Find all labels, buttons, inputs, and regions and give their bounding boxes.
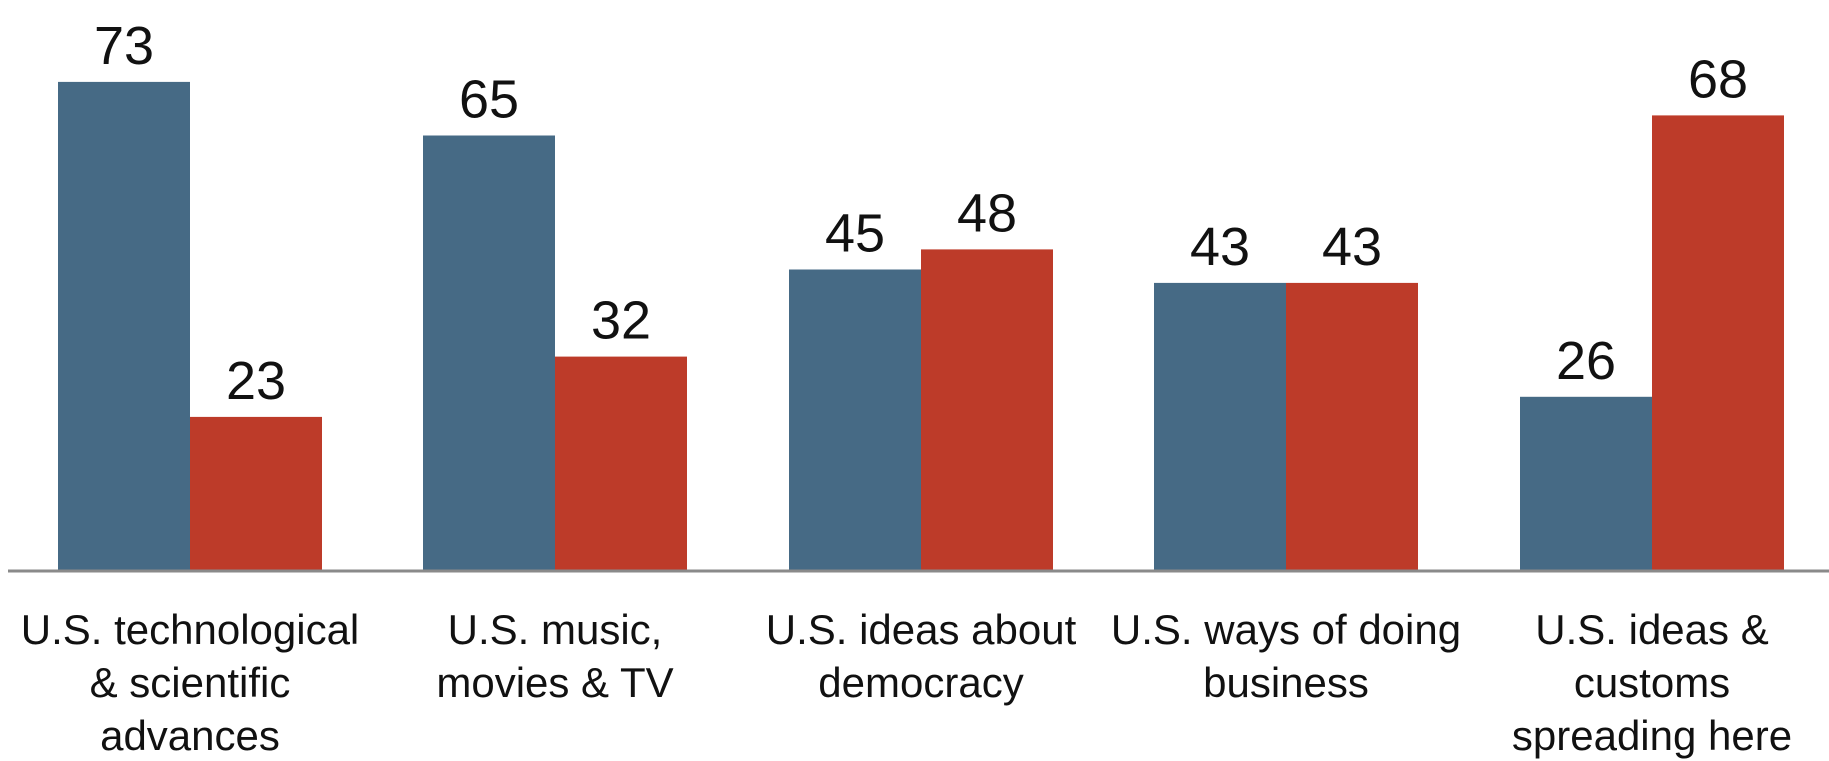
category-label-4: U.S. ideas & customs spreading here (1512, 606, 1792, 759)
value-label-blue-0: 73 (94, 16, 154, 76)
category-label-line: advances (100, 712, 280, 759)
bar-blue-2 (789, 269, 921, 571)
bar-blue-3 (1154, 282, 1286, 571)
category-label-1: U.S. music, movies & TV (436, 606, 673, 706)
value-labels-layer: 73 23 65 32 45 48 43 43 26 68 (94, 16, 1748, 411)
value-label-red-4: 68 (1688, 49, 1748, 109)
category-label-line: U.S. ways of doing (1111, 606, 1461, 653)
bar-red-0 (190, 416, 322, 571)
value-label-blue-1: 65 (459, 70, 519, 130)
bar-red-1 (555, 356, 687, 571)
category-label-line: movies & TV (436, 659, 673, 706)
category-label-line: business (1203, 659, 1369, 706)
value-label-blue-3: 43 (1190, 217, 1250, 277)
value-label-red-3: 43 (1322, 217, 1382, 277)
bar-red-4 (1652, 115, 1784, 572)
category-label-line: & scientific (90, 659, 291, 706)
category-label-line: spreading here (1512, 712, 1792, 759)
value-label-red-1: 32 (591, 291, 651, 351)
value-label-blue-4: 26 (1556, 331, 1616, 391)
category-label-3: U.S. ways of doing business (1111, 606, 1461, 706)
category-label-line: democracy (818, 659, 1023, 706)
category-label-line: U.S. ideas about (766, 606, 1077, 653)
bar-blue-1 (423, 135, 555, 571)
bar-red-3 (1286, 282, 1418, 571)
value-label-red-2: 48 (957, 183, 1017, 243)
bar-red-2 (921, 249, 1053, 571)
category-label-0: U.S. technological & scientific advances (21, 606, 360, 759)
category-labels-layer: U.S. technological & scientific advancesU.… (21, 606, 1792, 759)
value-label-blue-2: 45 (825, 204, 885, 264)
category-label-line: U.S. technological (21, 606, 360, 653)
category-label-line: U.S. music, (448, 606, 663, 653)
bar-blue-4 (1520, 396, 1652, 571)
category-label-line: U.S. ideas & (1535, 606, 1768, 653)
value-label-red-0: 23 (226, 351, 286, 411)
category-label-2: U.S. ideas about democracy (766, 606, 1077, 706)
category-label-line: customs (1574, 659, 1730, 706)
bar-blue-0 (58, 81, 190, 572)
bars-layer (58, 81, 1784, 572)
